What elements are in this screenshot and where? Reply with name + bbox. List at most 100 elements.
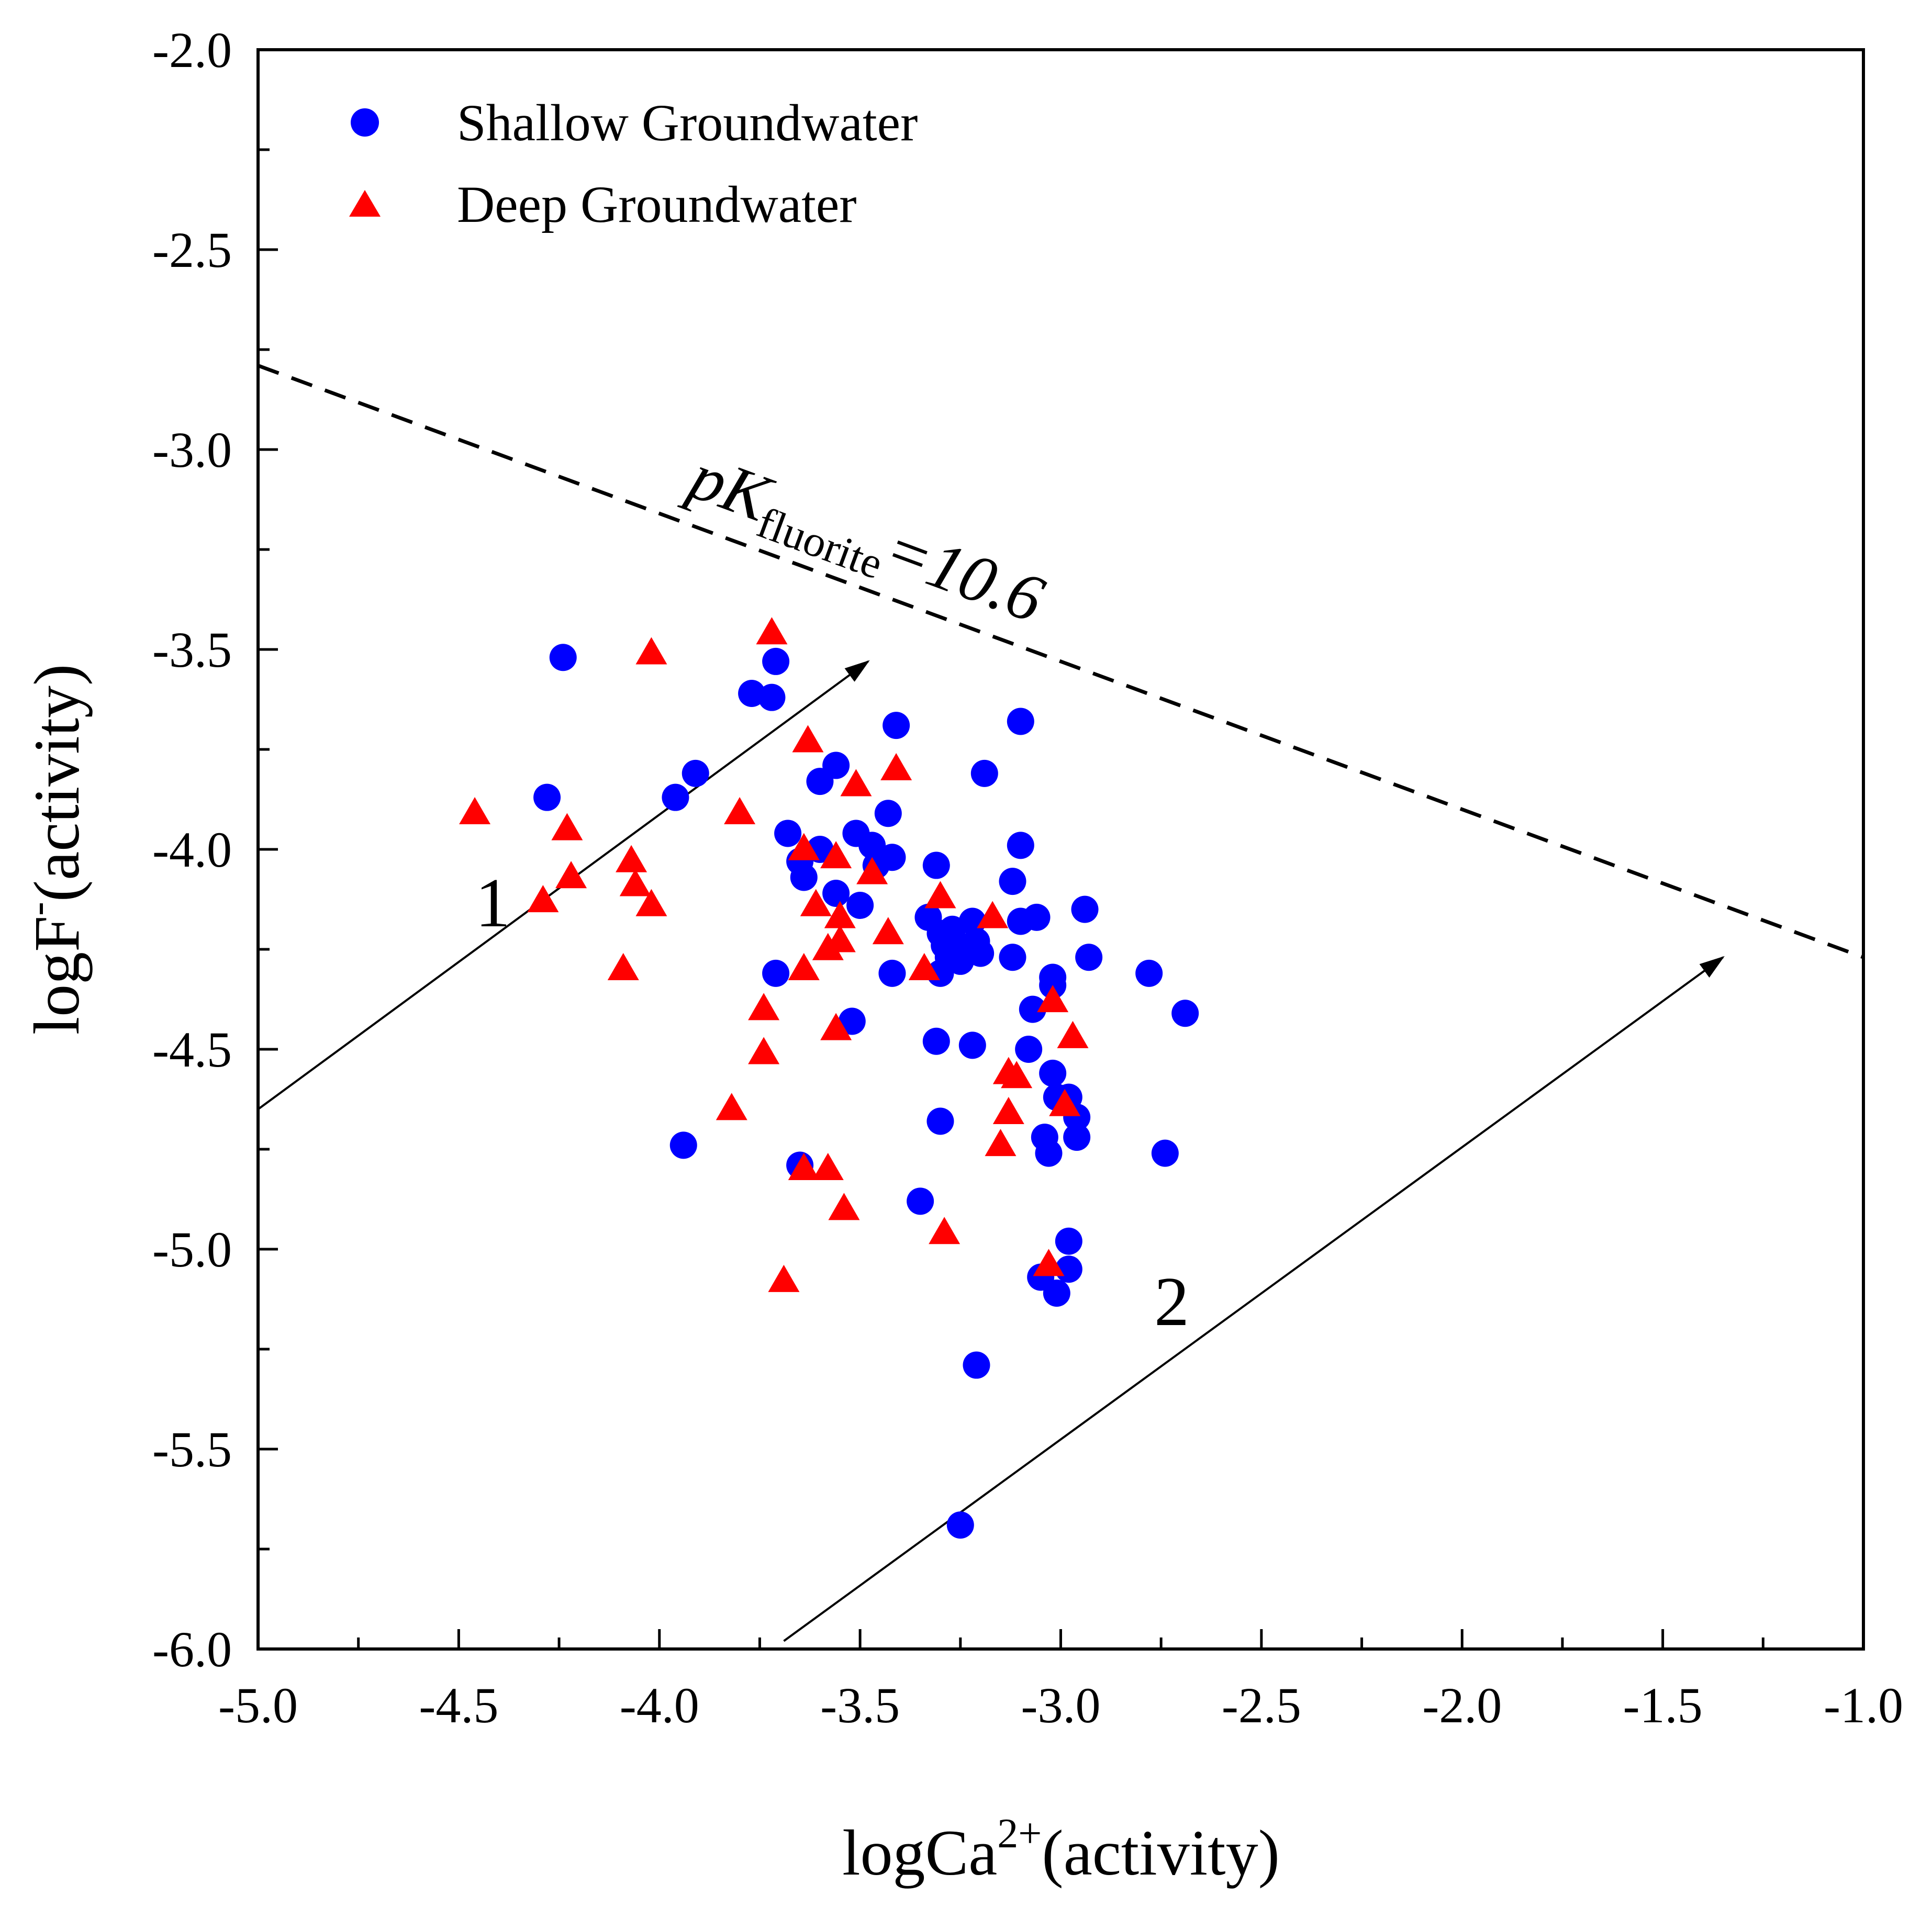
reference-line-label-value: =10.6 [875, 511, 1053, 637]
deep-point [616, 845, 647, 872]
shallow-point [1007, 708, 1034, 735]
deep-point [977, 901, 1009, 928]
deep-point [768, 1264, 800, 1292]
shallow-point [669, 1131, 697, 1159]
shallow-point [1039, 1059, 1067, 1087]
shallow-point [846, 891, 874, 919]
shallow-point [883, 712, 910, 739]
x-tick-label: -3.5 [820, 1677, 900, 1733]
shallow-point [790, 863, 818, 891]
legend-circle-marker [351, 108, 379, 137]
deep-point [1057, 1020, 1089, 1048]
shallow-point [922, 1027, 950, 1055]
shallow-point [1171, 1000, 1199, 1027]
deep-point [788, 1153, 820, 1180]
y-tick-label: -5.0 [152, 1221, 232, 1277]
shallow-point [662, 783, 689, 811]
shallow-point [1063, 1124, 1091, 1151]
shallow-point [1075, 944, 1103, 971]
y-tick-label: -4.5 [152, 1022, 232, 1078]
shallow-point [926, 1107, 954, 1135]
deep-point [1049, 1089, 1081, 1116]
shallow-point [822, 880, 850, 907]
deep-point [635, 889, 667, 916]
shallow-point [1007, 832, 1034, 859]
deep-point [800, 889, 832, 916]
shallow-point [1043, 1280, 1070, 1307]
shallow-point [838, 1007, 866, 1035]
shallow-point [549, 644, 577, 671]
y-tick-label: -2.5 [152, 222, 232, 278]
y-tick-label: -5.5 [152, 1421, 232, 1477]
y-axis-title: logF-(activity) [15, 664, 93, 1035]
shallow-point [762, 647, 790, 675]
deep-point [840, 769, 872, 797]
x-tick-label: -1.0 [1824, 1677, 1903, 1733]
shallow-point [1151, 1139, 1179, 1167]
deep-point [756, 617, 788, 645]
x-tick-label: -1.5 [1623, 1677, 1703, 1733]
shallow-point [1071, 895, 1099, 923]
shallow-point [958, 1031, 986, 1059]
y-axis-title-base: logF [21, 916, 93, 1035]
x-tick-label: -5.0 [218, 1677, 298, 1733]
deep-point [929, 1217, 961, 1244]
shallow-point [878, 959, 906, 987]
y-tick-label: -3.0 [152, 422, 232, 478]
legend-label-deep: Deep Groundwater [457, 175, 857, 233]
deep-point [880, 753, 912, 780]
deep-point [788, 833, 820, 860]
y-tick-label: -3.5 [152, 622, 232, 678]
shallow-point [970, 759, 998, 787]
shallow-point [874, 800, 902, 827]
deep-point [985, 1129, 1017, 1157]
deep-point [555, 861, 587, 889]
deep-point [1037, 985, 1069, 1013]
shallow-point [1135, 959, 1163, 987]
shallow-point [533, 783, 561, 811]
deep-point [607, 953, 639, 980]
deep-point [551, 813, 583, 840]
shallow-point [878, 844, 906, 871]
y-axis-title-tail: (activity) [21, 664, 93, 902]
deep-point [748, 1037, 780, 1064]
deep-point [812, 1153, 844, 1180]
deep-point [459, 797, 491, 825]
shallow-point [946, 1511, 974, 1539]
deep-point [527, 885, 559, 913]
shallow-point [999, 868, 1026, 895]
deep-point [820, 1013, 852, 1040]
x-tick-label: -4.5 [419, 1677, 498, 1733]
x-axis-title-sup: 2+ [997, 1811, 1042, 1857]
shallow-point [1019, 995, 1046, 1023]
arrow-2-label: 2 [1154, 1263, 1189, 1340]
fluorite-saturation-line [258, 364, 1863, 959]
plot-frame [256, 48, 1865, 1651]
deep-point [792, 725, 824, 753]
trend-arrow-2 [783, 956, 1725, 1642]
shallow-point [774, 820, 802, 847]
x-tick-label: -2.0 [1422, 1677, 1502, 1733]
deep-point [908, 953, 940, 980]
deep-point [828, 1193, 860, 1220]
x-axis-title: logCa2+(activity) [842, 1811, 1280, 1889]
legend-label-shallow: Shallow Groundwater [457, 94, 918, 152]
deep-point [724, 797, 756, 825]
legend: Shallow Groundwater Deep Groundwater [349, 94, 918, 233]
deep-point [1033, 1249, 1065, 1276]
shallow-point [999, 944, 1026, 971]
legend-triangle-marker [349, 190, 381, 217]
deep-point [924, 881, 956, 908]
reference-line-label-sub: fluorite [751, 498, 889, 589]
shallow-point [963, 1351, 990, 1379]
shallow-point [1015, 1036, 1043, 1063]
x-tick-label: -3.0 [1021, 1677, 1101, 1733]
shallow-point [762, 959, 790, 987]
shallow-point [682, 759, 709, 787]
deep-point [748, 993, 780, 1020]
shallow-point [758, 683, 786, 711]
x-tick-label: -4.0 [620, 1677, 699, 1733]
shallow-point [967, 939, 995, 967]
shallow-point [922, 851, 950, 879]
